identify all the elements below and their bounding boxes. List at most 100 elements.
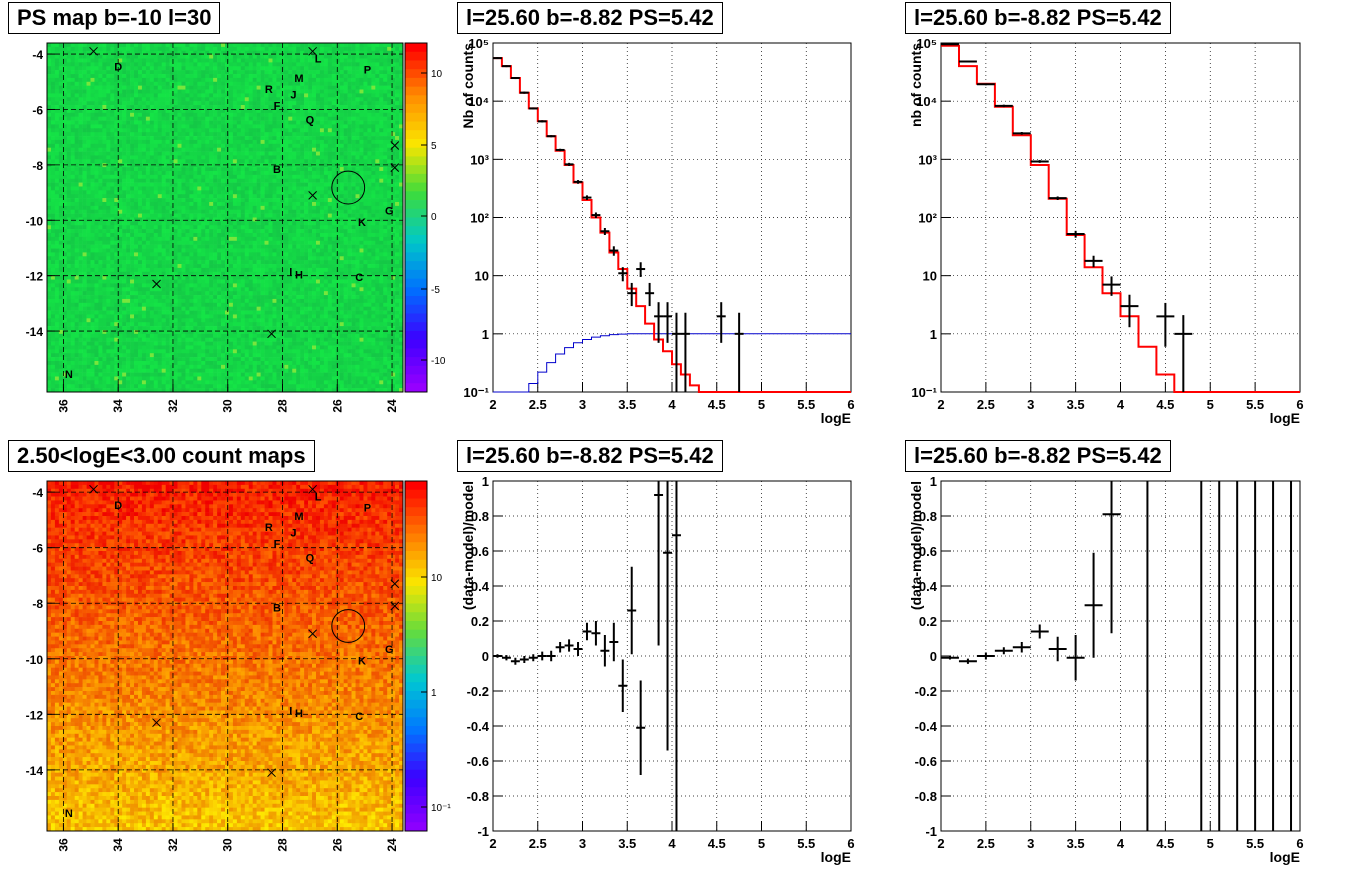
map-pixel <box>87 206 91 210</box>
map-pixel <box>276 140 280 144</box>
map-pixel <box>181 155 185 159</box>
map-pixel <box>146 163 150 167</box>
map-pixel <box>340 179 344 183</box>
map-pixel <box>253 241 257 245</box>
map-pixel <box>296 171 300 175</box>
map-pixel <box>344 113 348 117</box>
map-pixel <box>292 221 296 225</box>
map-pixel <box>245 74 249 78</box>
map-pixel <box>356 163 360 167</box>
map-pixel <box>87 132 91 136</box>
map-pixel <box>217 74 221 78</box>
map-pixel <box>189 43 193 47</box>
map-pixel <box>221 105 225 109</box>
map-pixel <box>375 202 379 206</box>
map-pixel <box>134 121 138 125</box>
map-pixel <box>340 117 344 121</box>
map-pixel <box>288 225 292 229</box>
map-pixel <box>233 43 237 47</box>
map-pixel <box>359 82 363 86</box>
map-pixel <box>91 117 95 121</box>
map-pixel <box>110 241 114 245</box>
map-pixel <box>47 206 51 210</box>
map-pixel <box>166 245 170 249</box>
map-pixel <box>367 183 371 187</box>
map-pixel <box>348 245 352 249</box>
map-pixel <box>162 105 166 109</box>
map-pixel <box>269 202 273 206</box>
map-pixel <box>241 155 245 159</box>
map-pixel <box>241 43 245 47</box>
map-pixel <box>288 186 292 190</box>
map-pixel <box>359 252 363 256</box>
map-pixel <box>189 206 193 210</box>
map-pixel <box>75 124 79 128</box>
map-pixel <box>352 74 356 78</box>
map-pixel <box>324 252 328 256</box>
map-pixel <box>296 225 300 229</box>
map-pixel <box>253 121 257 125</box>
map-pixel <box>288 66 292 70</box>
map-pixel <box>233 136 237 140</box>
map-pixel <box>193 62 197 66</box>
map-pixel <box>174 179 178 183</box>
map-pixel <box>379 218 383 222</box>
map-pixel <box>98 167 102 171</box>
map-pixel <box>225 78 229 82</box>
map-pixel <box>158 159 162 163</box>
map-pixel <box>94 252 98 256</box>
map-pixel <box>261 121 265 125</box>
map-pixel <box>245 70 249 74</box>
map-pixel <box>181 245 185 249</box>
map-pixel <box>233 128 237 132</box>
map-pixel <box>284 148 288 152</box>
map-pixel <box>146 186 150 190</box>
map-pixel <box>257 167 261 171</box>
map-pixel <box>340 167 344 171</box>
map-pixel <box>162 221 166 225</box>
map-pixel <box>150 47 154 51</box>
map-pixel <box>265 171 269 175</box>
map-pixel <box>237 55 241 59</box>
map-pixel <box>233 210 237 214</box>
map-pixel <box>83 59 87 63</box>
map-pixel <box>284 124 288 128</box>
map-pixel <box>245 136 249 140</box>
map-pixel <box>225 155 229 159</box>
map-pixel <box>118 179 122 183</box>
map-pixel <box>51 202 55 206</box>
map-pixel <box>359 78 363 82</box>
map-pixel <box>348 249 352 253</box>
map-pixel <box>122 241 126 245</box>
map-pixel <box>272 82 276 86</box>
map-pixel <box>253 78 257 82</box>
map-pixel <box>122 225 126 229</box>
map-pixel <box>59 136 63 140</box>
map-pixel <box>197 144 201 148</box>
map-pixel <box>67 249 71 253</box>
map-pixel <box>138 128 142 132</box>
map-pixel <box>371 186 375 190</box>
map-pixel <box>265 140 269 144</box>
map-pixel <box>174 159 178 163</box>
map-pixel <box>328 62 332 66</box>
map-pixel <box>245 179 249 183</box>
map-pixel <box>324 93 328 97</box>
map-pixel <box>221 225 225 229</box>
map-pixel <box>249 214 253 218</box>
map-pixel <box>225 70 229 74</box>
map-pixel <box>367 159 371 163</box>
map-pixel <box>98 206 102 210</box>
map-pixel <box>229 175 233 179</box>
map-pixel <box>87 167 91 171</box>
map-pixel <box>130 198 134 202</box>
map-pixel <box>383 97 387 101</box>
map-pixel <box>87 105 91 109</box>
map-pixel <box>217 175 221 179</box>
map-pixel <box>67 237 71 241</box>
map-pixel <box>352 167 356 171</box>
map-pixel <box>67 171 71 175</box>
map-pixel <box>71 237 75 241</box>
map-pixel <box>324 66 328 70</box>
map-pixel <box>178 59 182 63</box>
